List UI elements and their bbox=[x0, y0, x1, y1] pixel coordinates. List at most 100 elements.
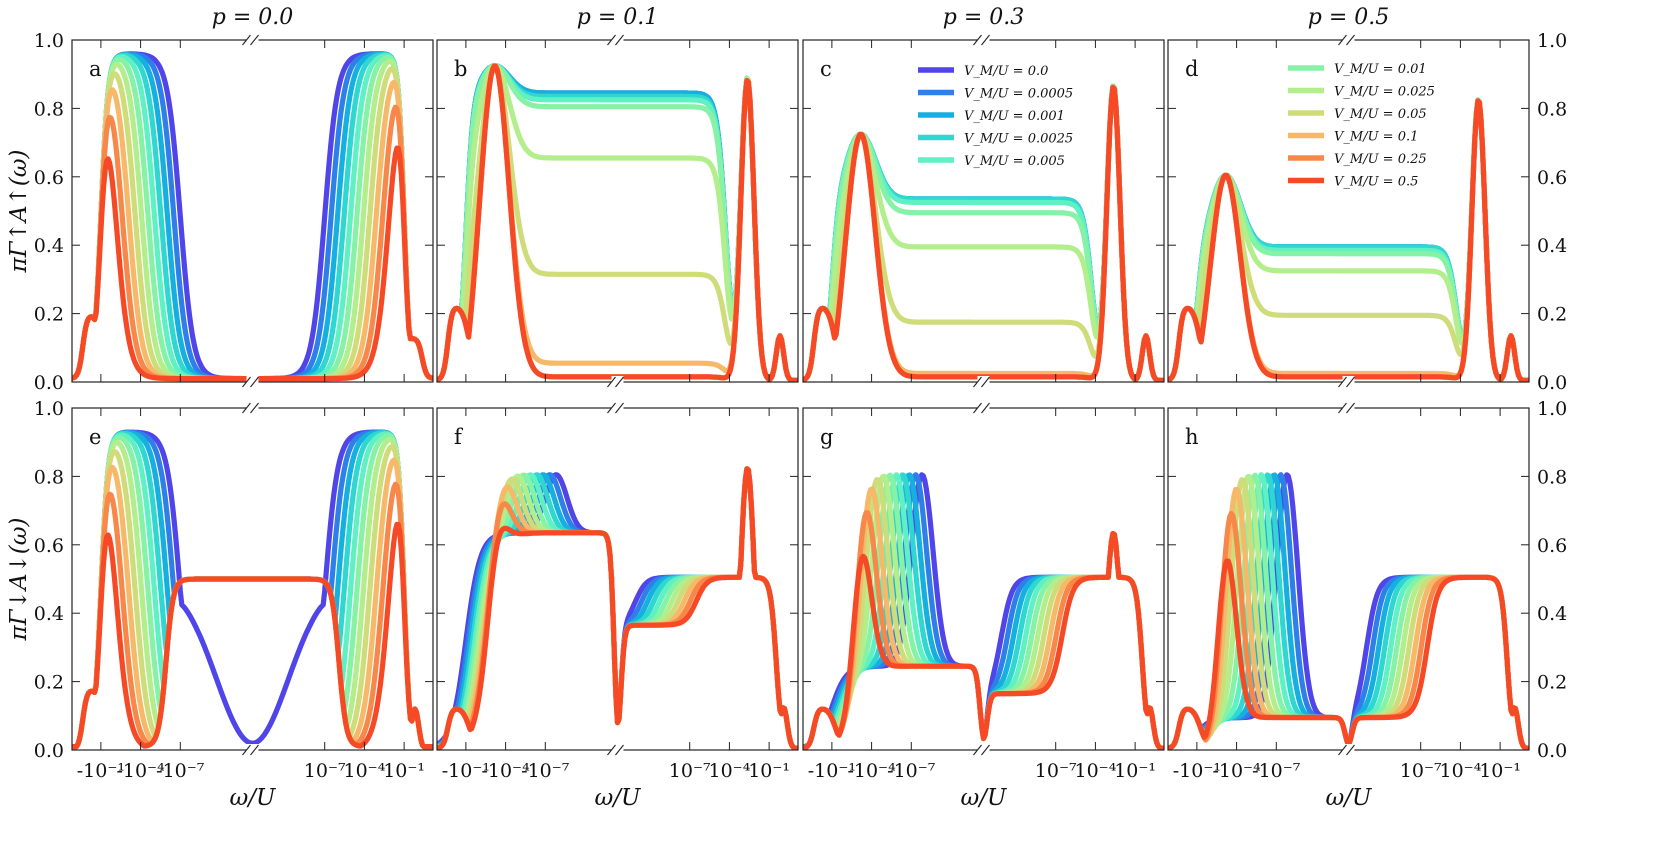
xtick-label-2-3: 10⁻⁷ bbox=[1035, 760, 1077, 782]
ytick-label-left-0-3: 0.6 bbox=[34, 167, 64, 189]
legend-label-d-4: V_M/U = 0.25 bbox=[1334, 152, 1427, 167]
panel-c bbox=[802, 34, 1165, 388]
break-mark-bottom-e-1 bbox=[242, 744, 251, 756]
panel-letter-d: d bbox=[1185, 57, 1198, 81]
panel-letter-b: b bbox=[454, 57, 467, 81]
ytick-label-right-1-1: 0.2 bbox=[1537, 672, 1567, 694]
legend-label-d-2: V_M/U = 0.05 bbox=[1334, 107, 1427, 122]
break-mark-bottom-g-1 bbox=[973, 744, 982, 756]
ytick-label-right-0-4: 0.8 bbox=[1537, 98, 1567, 120]
break-mark-bottom-d-2 bbox=[1346, 376, 1355, 388]
xtick-label-2-2: -10⁻⁷ bbox=[887, 760, 936, 782]
break-mark-bottom-c-2 bbox=[981, 376, 990, 388]
xtick-label-3-5: 10⁻¹ bbox=[1479, 760, 1521, 782]
panel-letter-a: a bbox=[89, 57, 102, 81]
break-mark-bottom-b-1 bbox=[607, 376, 616, 388]
break-mark-bottom-b-2 bbox=[615, 376, 624, 388]
xtick-label-2-0: -10⁻¹ bbox=[808, 760, 856, 782]
ytick-label-left-1-0: 0.0 bbox=[34, 740, 64, 762]
break-gap-bottom-h bbox=[1342, 744, 1355, 756]
xlabel-3: ω/U bbox=[1326, 785, 1374, 811]
xtick-label-3-3: 10⁻⁷ bbox=[1400, 760, 1442, 782]
break-mark-top-a-1 bbox=[242, 34, 251, 46]
xtick-label-0-4: 10⁻⁴ bbox=[343, 760, 385, 782]
break-gap-top-a bbox=[246, 34, 259, 46]
break-mark-bottom-f-2 bbox=[615, 744, 624, 756]
break-gap-bottom-g bbox=[977, 744, 990, 756]
break-mark-bottom-h-1 bbox=[1338, 744, 1347, 756]
column-title-2: p = 0.3 bbox=[943, 5, 1025, 30]
break-mark-top-e-2 bbox=[250, 402, 259, 414]
break-gap-top-f bbox=[611, 402, 624, 414]
legend-label-d-3: V_M/U = 0.1 bbox=[1334, 130, 1418, 145]
ytick-label-right-1-5: 1.0 bbox=[1537, 398, 1567, 420]
legend-label-c-1: V_M/U = 0.0005 bbox=[964, 87, 1073, 102]
xtick-label-0-0: -10⁻¹ bbox=[77, 760, 125, 782]
break-mark-bottom-a-2 bbox=[250, 376, 259, 388]
break-mark-top-g-2 bbox=[981, 402, 990, 414]
ytick-label-left-0-5: 1.0 bbox=[34, 30, 64, 52]
ytick-label-right-1-2: 0.4 bbox=[1537, 603, 1567, 625]
ytick-label-right-1-0: 0.0 bbox=[1537, 740, 1567, 762]
legend-label-c-2: V_M/U = 0.001 bbox=[964, 109, 1065, 124]
xlabel-1: ω/U bbox=[595, 785, 643, 811]
series-line-e-10 bbox=[72, 521, 433, 750]
xtick-label-2-1: -10⁻⁴ bbox=[847, 760, 896, 782]
break-mark-bottom-g-2 bbox=[981, 744, 990, 756]
ytick-label-left-0-0: 0.0 bbox=[34, 372, 64, 394]
panel-letter-h: h bbox=[1185, 425, 1199, 449]
series-line-f-10 bbox=[437, 466, 798, 750]
break-gap-top-h bbox=[1342, 402, 1355, 414]
break-mark-top-e-1 bbox=[242, 402, 251, 414]
panel-letter-c: c bbox=[820, 57, 832, 81]
break-mark-top-b-2 bbox=[615, 34, 624, 46]
panel-e bbox=[71, 402, 434, 756]
ytick-label-right-1-4: 0.8 bbox=[1537, 466, 1567, 488]
break-mark-top-c-1 bbox=[973, 34, 982, 46]
legend-label-d-5: V_M/U = 0.5 bbox=[1334, 175, 1418, 190]
break-gap-bottom-b bbox=[611, 376, 624, 388]
legend-label-c-3: V_M/U = 0.0025 bbox=[964, 132, 1073, 147]
legend-d: V_M/U = 0.01 V_M/U = 0.025 V_M/U = 0.05 V_M… bbox=[1288, 62, 1435, 190]
legend-label-d-0: V_M/U = 0.01 bbox=[1334, 62, 1427, 77]
xtick-label-3-1: -10⁻⁴ bbox=[1212, 760, 1261, 782]
xtick-label-1-1: -10⁻⁴ bbox=[481, 760, 530, 782]
legend-label-d-1: V_M/U = 0.025 bbox=[1334, 85, 1435, 100]
xlabel-2: ω/U bbox=[961, 785, 1009, 811]
legend-c: V_M/U = 0.0 V_M/U = 0.0005 V_M/U = 0.001 V_… bbox=[918, 64, 1073, 169]
break-gap-top-g bbox=[977, 402, 990, 414]
xlabel-0: ω/U bbox=[230, 785, 278, 811]
ylabel-down: πΓ↓A↓(ω) bbox=[6, 518, 32, 642]
panel-f bbox=[436, 402, 799, 756]
ytick-label-left-1-4: 0.8 bbox=[34, 466, 64, 488]
break-gap-bottom-f bbox=[611, 744, 624, 756]
text-layer: a b c d e f g h 0.0 0.0 0.2 0.2 0.4 0.4 0.6 0.6 0.8 0.8 1.… bbox=[6, 5, 1567, 811]
xtick-label-1-0: -10⁻¹ bbox=[442, 760, 490, 782]
xtick-label-0-2: -10⁻⁷ bbox=[156, 760, 205, 782]
xtick-label-3-4: 10⁻⁴ bbox=[1439, 760, 1481, 782]
break-mark-top-d-1 bbox=[1338, 34, 1347, 46]
break-gap-bottom-d bbox=[1342, 376, 1355, 388]
xtick-label-3-0: -10⁻¹ bbox=[1173, 760, 1221, 782]
xtick-label-0-5: 10⁻¹ bbox=[383, 760, 425, 782]
xtick-label-1-3: 10⁻⁷ bbox=[669, 760, 711, 782]
break-mark-top-f-1 bbox=[607, 402, 616, 414]
ytick-label-left-1-2: 0.4 bbox=[34, 603, 64, 625]
break-gap-top-b bbox=[611, 34, 624, 46]
ytick-label-left-0-2: 0.4 bbox=[34, 235, 64, 257]
break-mark-top-d-2 bbox=[1346, 34, 1355, 46]
ytick-label-left-1-1: 0.2 bbox=[34, 672, 64, 694]
break-gap-bottom-e bbox=[246, 744, 259, 756]
xtick-label-0-1: -10⁻⁴ bbox=[116, 760, 165, 782]
panel-h bbox=[1167, 402, 1530, 756]
xtick-label-1-2: -10⁻⁷ bbox=[521, 760, 570, 782]
ytick-label-left-0-1: 0.2 bbox=[34, 304, 64, 326]
ytick-label-right-0-0: 0.0 bbox=[1537, 372, 1567, 394]
panel-letter-g: g bbox=[820, 425, 833, 449]
break-mark-top-h-2 bbox=[1346, 402, 1355, 414]
ytick-label-right-0-3: 0.6 bbox=[1537, 167, 1567, 189]
xtick-label-2-5: 10⁻¹ bbox=[1114, 760, 1156, 782]
xtick-label-1-5: 10⁻¹ bbox=[748, 760, 790, 782]
break-gap-bottom-c bbox=[977, 376, 990, 388]
